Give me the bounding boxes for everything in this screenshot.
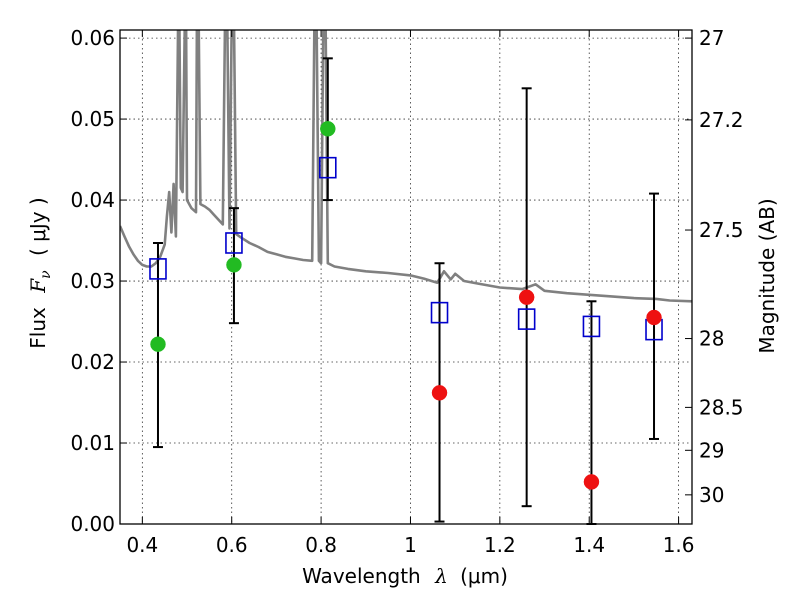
nir-data-point — [518, 289, 535, 305]
y2-axis-label: Magnitude (AB) — [755, 198, 779, 353]
y2-tick-label: 27 — [699, 26, 724, 50]
y-tick-label: 0.01 — [70, 431, 115, 455]
optical-data-point — [226, 257, 242, 273]
nir-data-point — [646, 309, 662, 326]
y2-tick-label: 28.5 — [699, 395, 744, 419]
y-axis-label-unit: ( μJy ) — [26, 197, 50, 256]
model-photometry-square — [582, 315, 601, 338]
y2-tick-label: 27.5 — [699, 218, 744, 242]
model-photometry-square — [225, 232, 243, 254]
y-axis-label-text: Flux — [26, 307, 50, 349]
x-axis-label: Wavelength λ (μm) — [302, 564, 508, 588]
data-markers-layer — [149, 121, 663, 490]
x-tick-label: 1 — [404, 533, 417, 557]
y-tick-label: 0.06 — [70, 26, 115, 50]
x-tick-label: 1.4 — [573, 533, 605, 557]
optical-data-point — [320, 121, 336, 137]
x-axis-label-unit: (μm) — [460, 564, 508, 588]
optical-data-point — [150, 336, 166, 352]
x-axis-label-symbol: λ — [434, 564, 448, 588]
x-tick-label: 0.4 — [126, 533, 158, 557]
x-tick-label: 1.6 — [663, 533, 695, 557]
y-tick-label: 0.00 — [70, 512, 115, 536]
model-spectrum-line — [120, 30, 692, 303]
nir-data-point — [431, 385, 448, 401]
x-tick-label: 0.8 — [305, 533, 337, 557]
plot-frame — [119, 29, 693, 525]
x-axis-label-text: Wavelength — [302, 564, 421, 588]
model-photometry-square — [149, 258, 167, 280]
axis-ticks: 0.4 0.6 0.8 1 1.2 1.4 1.6 0.00 0.01 0.02 0.03 0.04 0… — [70, 26, 743, 557]
y-tick-label: 0.04 — [70, 188, 115, 212]
y-tick-label: 0.05 — [70, 107, 115, 131]
y-tick-label: 0.02 — [70, 350, 115, 374]
y2-tick-label: 28 — [699, 327, 724, 351]
model-spectrum-layer — [120, 30, 692, 303]
y-axis-label: Flux Fν ( μJy ) — [26, 197, 55, 348]
x-tick-label: 1.2 — [484, 533, 516, 557]
y-tick-label: 0.03 — [70, 269, 115, 293]
model-photometry-square — [517, 308, 536, 330]
y2-tick-label: 29 — [699, 438, 724, 462]
model-photometry-square — [318, 156, 337, 179]
grid-lines — [120, 30, 692, 525]
y2-tick-label: 27.2 — [699, 108, 744, 132]
y2-tick-label: 30 — [699, 483, 724, 507]
y-axis-label-symbol: F — [26, 278, 50, 294]
x-tick-label: 0.6 — [216, 533, 248, 557]
y-axis-label-subscript: ν — [38, 270, 54, 279]
nir-data-point — [583, 474, 600, 490]
model-photometry-square — [430, 301, 449, 324]
